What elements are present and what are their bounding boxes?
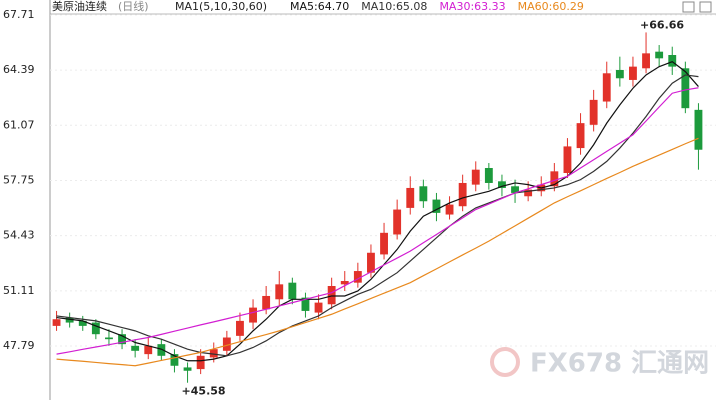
candle-body	[550, 171, 559, 187]
icon[interactable]	[682, 1, 695, 13]
candle-body	[458, 182, 467, 207]
candle-body	[118, 334, 126, 345]
y-tick-label: 51.11	[3, 284, 35, 297]
candle-body	[131, 345, 140, 351]
window-icons[interactable]	[682, 1, 712, 13]
candle-body	[144, 345, 153, 355]
candle-body	[602, 73, 611, 102]
candle-body	[655, 51, 664, 59]
candle-body	[629, 66, 637, 80]
y-tick-label: 57.75	[3, 173, 35, 186]
candle-body	[52, 319, 61, 326]
candle-body	[406, 187, 415, 208]
annotation: +45.58	[182, 385, 226, 398]
candle-body	[327, 285, 336, 305]
candle-body	[668, 55, 677, 67]
y-tick-label: 67.71	[3, 8, 35, 21]
candle-body	[91, 322, 100, 335]
indicator: MA1(5,10,30,60)	[175, 0, 267, 13]
candle-body	[576, 123, 585, 149]
candle-body	[288, 282, 297, 300]
period: (日线)	[118, 0, 149, 13]
chart-title: 美原油连续	[52, 0, 107, 13]
candle-body	[196, 355, 205, 370]
candle-body	[275, 284, 284, 300]
candle-body	[78, 320, 87, 326]
y-tick-label: 61.07	[3, 118, 35, 131]
legend-entry: MA30:63.33	[439, 0, 505, 13]
candle-body	[393, 209, 402, 235]
candle-body	[445, 204, 454, 215]
candle-body	[471, 169, 480, 185]
candle-body	[380, 232, 388, 255]
candle-body	[65, 317, 74, 323]
candle-body	[498, 181, 506, 188]
candle-body	[236, 320, 244, 336]
annotation: +66.66	[640, 18, 684, 31]
candle-body	[419, 186, 428, 202]
candle-body	[694, 109, 703, 150]
candle-body	[183, 367, 192, 371]
candle-body	[589, 99, 598, 125]
candle-body	[249, 307, 257, 323]
y-tick-label: 47.79	[3, 339, 35, 352]
candle-body	[301, 297, 310, 311]
candle-body	[209, 349, 218, 358]
candle-body	[105, 337, 113, 340]
candle-body	[681, 68, 690, 109]
y-tick-label: 54.43	[3, 229, 35, 242]
candle-body	[222, 337, 231, 351]
watermark: FX678 汇通网	[530, 349, 709, 379]
y-tick-label: 64.39	[3, 63, 35, 76]
candle-body	[314, 302, 323, 313]
candle-body	[524, 189, 533, 197]
candle-body	[157, 344, 166, 356]
candle-body	[432, 199, 441, 213]
candle-body	[642, 53, 650, 69]
candle-body	[563, 146, 572, 173]
legend-entry: MA10:65.08	[361, 0, 427, 13]
candle-body	[353, 271, 362, 283]
candle-body	[262, 295, 271, 310]
candle-body	[367, 252, 375, 273]
candle-body	[511, 186, 519, 193]
legend-entry: MA5:64.70	[290, 0, 349, 13]
ma-line	[56, 137, 699, 367]
candle-body	[340, 281, 349, 285]
legend-entry: MA60:60.29	[518, 0, 584, 13]
candle-body	[615, 69, 624, 79]
watermark-logo	[490, 347, 520, 377]
icon[interactable]	[699, 1, 712, 13]
candle-body	[484, 168, 493, 183]
ma-line	[56, 74, 699, 357]
candle-body	[170, 354, 179, 366]
ma-line	[56, 60, 699, 362]
ma-line	[56, 87, 699, 355]
